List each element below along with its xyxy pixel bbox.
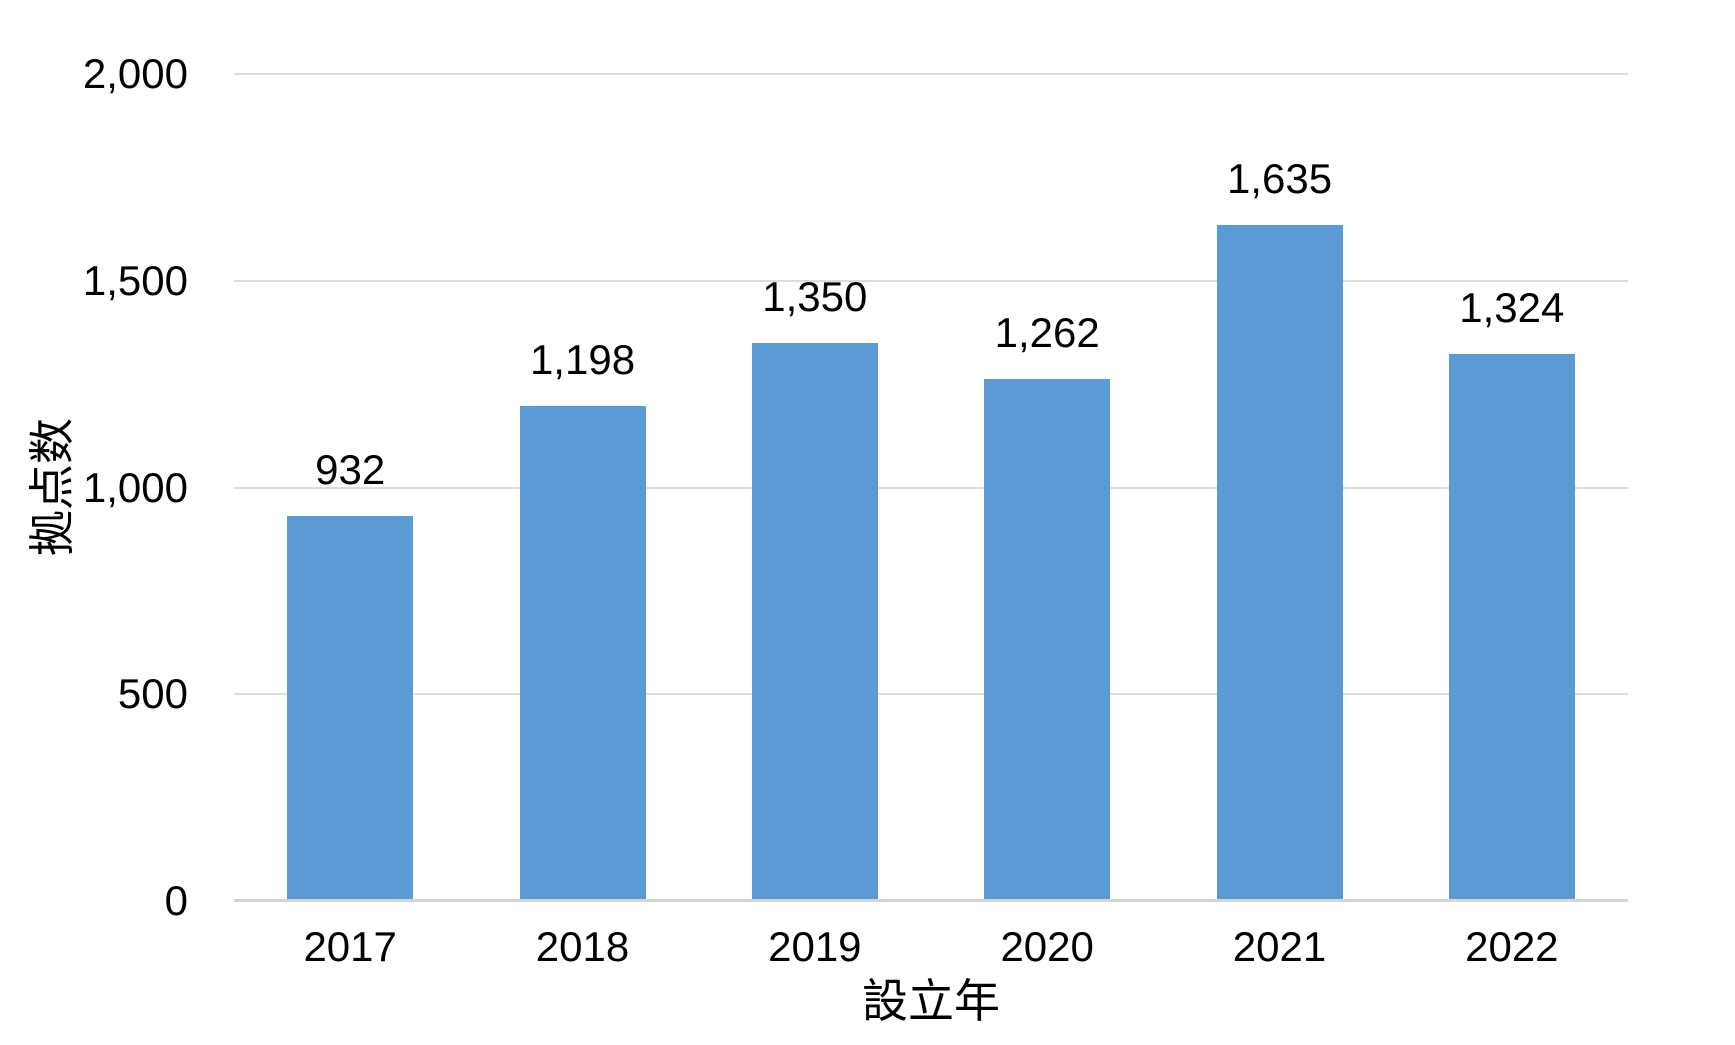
- x-tick-label: 2020: [1000, 923, 1094, 970]
- gridline: [234, 693, 1628, 696]
- bar-2019: [751, 342, 878, 901]
- bar-2018: [519, 405, 646, 901]
- y-tick-label: 1,000: [82, 463, 188, 511]
- y-tick-label: 500: [117, 670, 188, 718]
- x-tick-label: 2022: [1465, 923, 1559, 970]
- x-axis-title: 設立年: [862, 975, 1000, 1027]
- bar-2021: [1216, 224, 1343, 901]
- bar-2022: [1448, 353, 1575, 901]
- bar-2020: [984, 379, 1111, 901]
- bar-2017: [287, 515, 414, 901]
- y-axis-title: 拠点数: [26, 418, 78, 556]
- x-tick-label: 2018: [535, 923, 630, 970]
- x-tick-label: 2021: [1232, 923, 1327, 970]
- bar-value-label: 932: [315, 445, 386, 493]
- bar-value-label: 1,350: [762, 272, 868, 320]
- gridline: [234, 73, 1628, 75]
- gridline: [234, 279, 1628, 282]
- x-axis-line: [234, 899, 1628, 902]
- gridline: [234, 486, 1628, 489]
- x-tick-label: 2017: [303, 923, 397, 970]
- bar-value-label: 1,262: [994, 309, 1100, 357]
- x-tick-label: 2019: [768, 923, 862, 970]
- bar-value-label: 1,635: [1226, 154, 1333, 202]
- y-tick-label: 1,500: [82, 256, 188, 304]
- y-tick-label: 0: [164, 877, 188, 924]
- bar-value-label: 1,324: [1459, 283, 1565, 331]
- bar-value-label: 1,198: [529, 335, 636, 383]
- y-tick-label: 2,000: [82, 50, 188, 97]
